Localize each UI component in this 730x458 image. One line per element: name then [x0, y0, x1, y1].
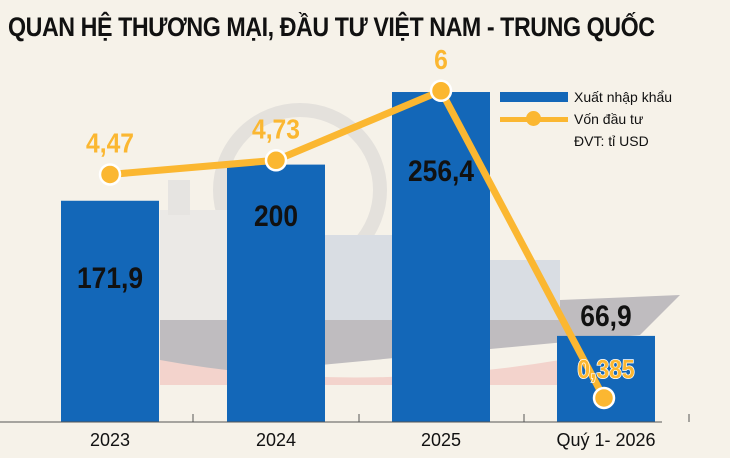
- legend: Xuất nhập khẩu Vốn đầu tư ĐVT: tỉ USD: [500, 86, 672, 152]
- legend-label: Xuất nhập khẩu: [574, 89, 673, 105]
- x-tick-label: 2023: [90, 430, 130, 450]
- legend-item-bar: Xuất nhập khẩu: [500, 86, 672, 108]
- line-value-label: 0,385: [577, 356, 634, 385]
- bar-value-label: 200: [254, 198, 298, 232]
- unit-label: ĐVT: tỉ USD: [574, 133, 649, 149]
- chart-title: QUAN HỆ THƯƠNG MẠI, ĐẦU TƯ VIỆT NAM - TR…: [8, 12, 655, 42]
- line-value-label: 4,73: [252, 113, 300, 145]
- x-tick-label: Quý 1- 2026: [556, 430, 655, 450]
- x-tick-label: 2024: [256, 430, 296, 450]
- line-point: [592, 386, 616, 410]
- line-value-label: 6: [434, 43, 448, 75]
- investment-line: [109, 87, 608, 400]
- legend-label: Vốn đầu tư: [574, 111, 644, 127]
- bar-value-label: 256,4: [408, 154, 474, 188]
- legend-swatch-bar: [500, 92, 568, 102]
- line-point: [98, 163, 122, 186]
- bar: [227, 164, 325, 422]
- bar: [392, 92, 490, 423]
- x-tick-label: 2025: [421, 430, 461, 450]
- bar-value-label: 66,9: [580, 298, 631, 332]
- line-point: [264, 149, 288, 172]
- line-value-label: 4,47: [86, 127, 134, 159]
- legend-item-line: Vốn đầu tư: [500, 108, 672, 130]
- line-point: [429, 79, 453, 103]
- bar-value-label: 171,9: [77, 261, 143, 295]
- legend-swatch-line: [500, 111, 568, 126]
- bar: [61, 200, 159, 422]
